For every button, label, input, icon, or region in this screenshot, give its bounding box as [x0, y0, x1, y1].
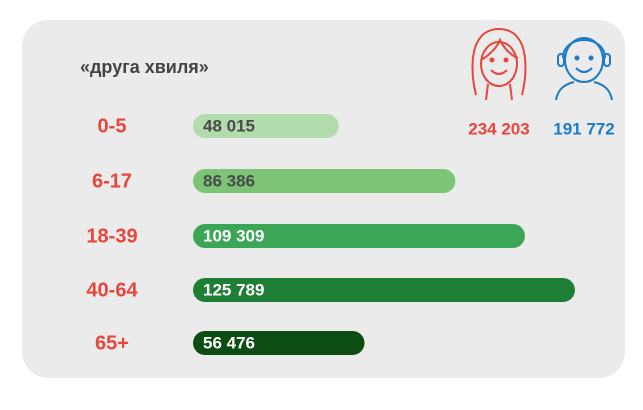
category-label: 65+	[95, 332, 129, 354]
bar	[193, 169, 456, 193]
category-label: 6-17	[92, 170, 132, 192]
annotation: 234 203	[468, 119, 529, 138]
value-label: 125 789	[203, 280, 264, 299]
bar	[193, 224, 525, 248]
bar	[193, 114, 339, 138]
chart-title: «друга хвиля»	[80, 57, 209, 77]
value-label: 109 309	[203, 226, 264, 245]
category-label: 18-39	[86, 225, 137, 247]
value-label: 86 386	[203, 171, 255, 190]
female-icon	[471, 28, 527, 101]
bar	[193, 331, 365, 355]
annotation: 191 772	[553, 119, 614, 138]
male-icon	[555, 37, 613, 101]
category-label: 0-5	[98, 115, 127, 137]
bar	[193, 278, 575, 302]
category-label: 40-64	[86, 279, 138, 301]
value-label: 48 015	[203, 116, 255, 135]
value-label: 56 476	[203, 333, 255, 352]
